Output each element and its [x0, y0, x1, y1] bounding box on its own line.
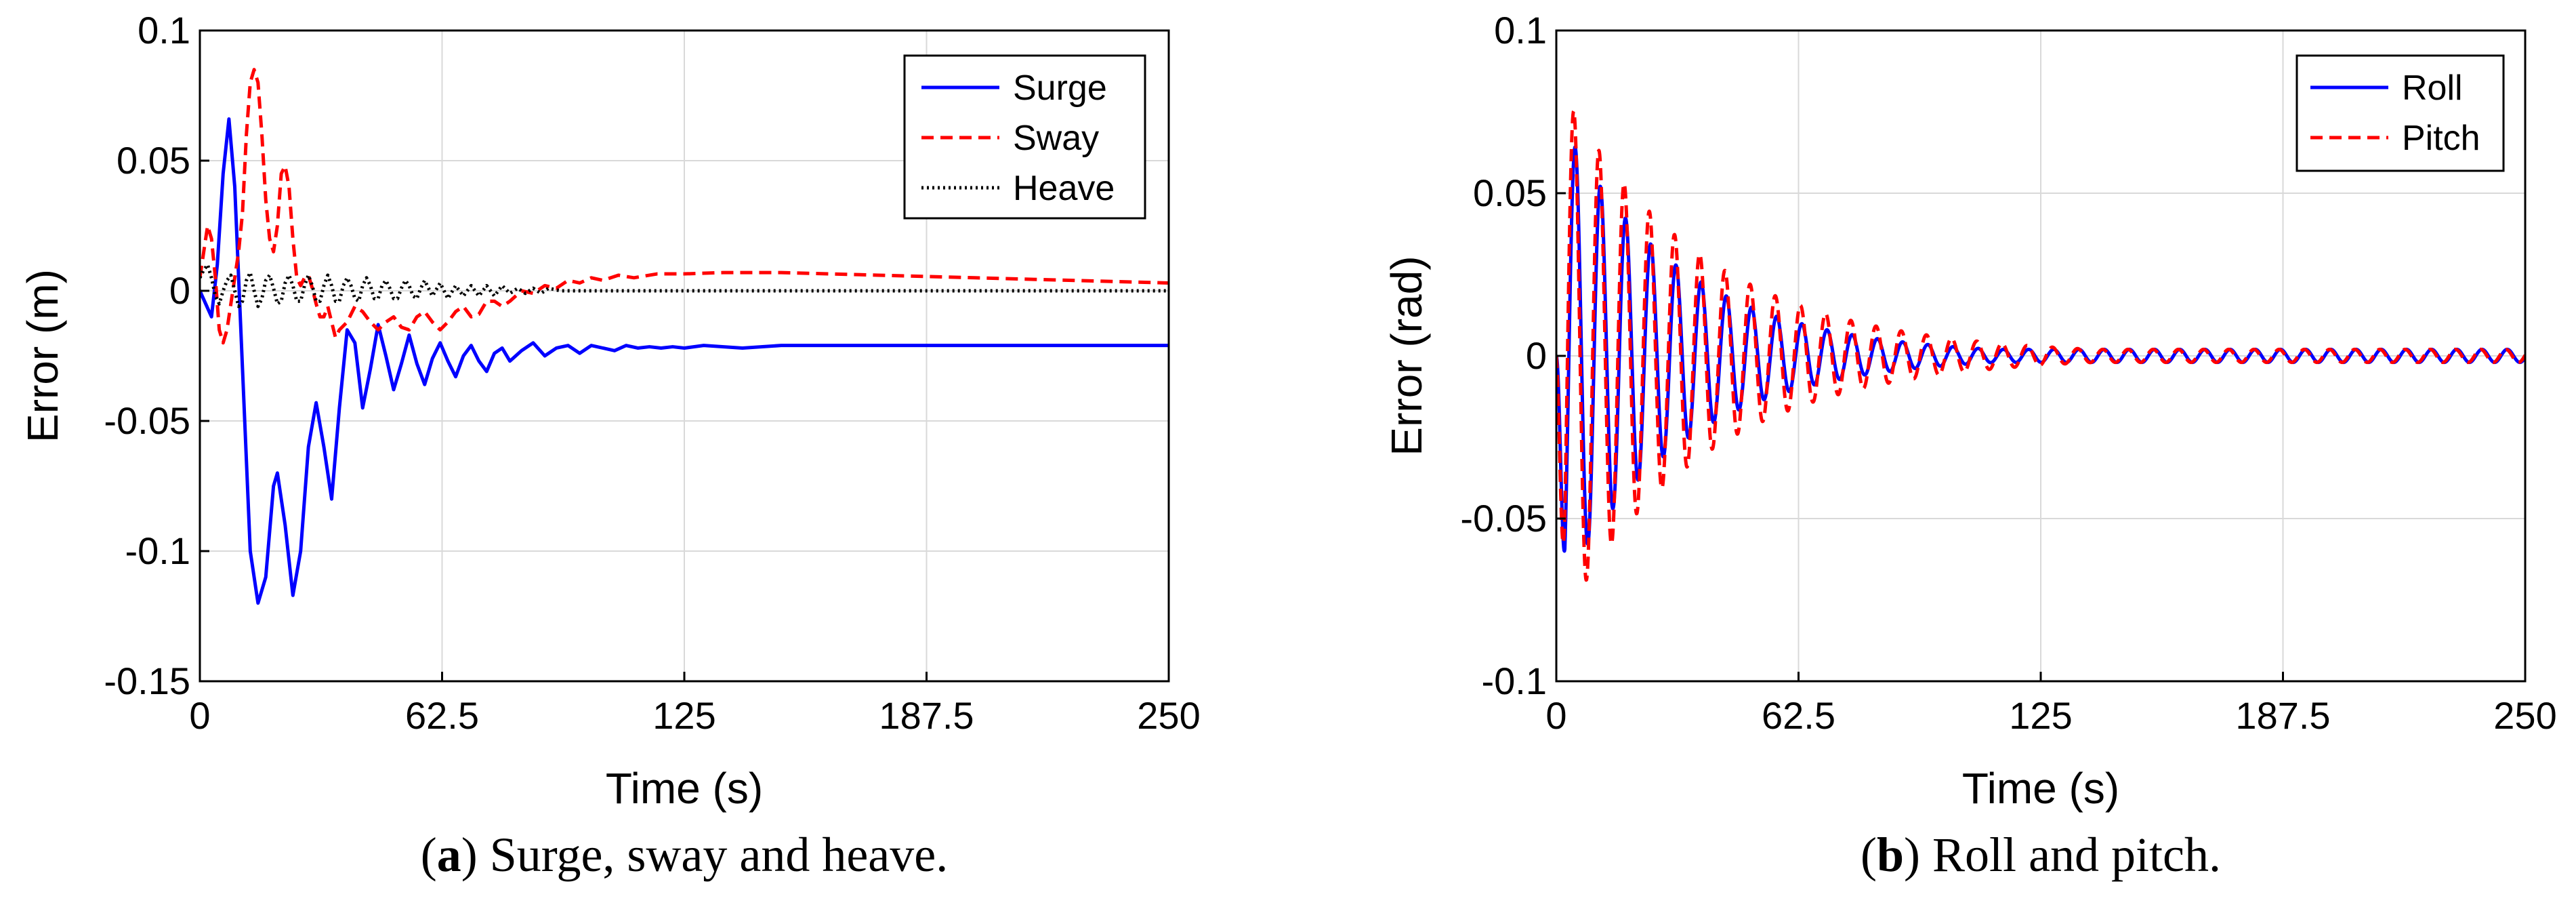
legend-b: Roll Pitch [2295, 54, 2505, 172]
caption-a: (a) Surge, sway and heave. [420, 828, 949, 882]
y-axis-label-a: Error (m) [18, 269, 67, 443]
ticks-a: 0 62.5 125 187.5 250 -0.15 -0.1 -0.05 0 0.05 0.1 [104, 9, 1200, 737]
y-axis-label-b: Error (rad) [1382, 256, 1431, 456]
legend-a: Surge Sway Heave [903, 54, 1146, 220]
y-tick-label-b-1: -0.05 [1460, 497, 1547, 540]
caption-b-label: b [1877, 828, 1905, 882]
y-tick-label-a-1: -0.1 [125, 529, 191, 572]
legend-label-heave: Heave [1013, 169, 1115, 208]
caption-a-label: a [436, 828, 461, 882]
y-tick-label-a-2: -0.05 [104, 399, 190, 442]
y-tick-label-b-0: -0.1 [1482, 660, 1547, 702]
legend-label-sway: Sway [1013, 119, 1099, 158]
y-tick-label-a-4: 0.05 [117, 139, 190, 182]
y-tick-label-b-3: 0.05 [1473, 171, 1547, 214]
y-tick-label-a-0: -0.15 [104, 660, 190, 702]
y-tick-label-a-5: 0.1 [138, 9, 190, 52]
x-axis-label-b: Time (s) [1962, 764, 2119, 813]
caption-b-text: Roll and pitch. [1932, 828, 2221, 882]
legend-label-roll: Roll [2402, 68, 2463, 108]
ticks-b: 0 62.5 125 187.5 250 -0.1 -0.05 0 0.05 0.1 [1460, 9, 2556, 737]
x-tick-label-b-4: 250 [2493, 694, 2556, 737]
legend-box-b [2295, 54, 2505, 172]
y-tick-label-b-2: 0 [1526, 334, 1547, 377]
x-axis-label-a: Time (s) [606, 764, 763, 813]
x-tick-label-b-2: 125 [2009, 694, 2072, 737]
panel-a-chart: 0 62.5 125 187.5 250 -0.15 -0.1 -0.05 0 0.05 0.1 T… [18, 9, 1201, 813]
x-tick-label-a-3: 187.5 [879, 694, 974, 737]
y-tick-label-b-4: 0.1 [1494, 9, 1547, 52]
x-tick-label-a-2: 125 [652, 694, 715, 737]
series-line-heave [200, 263, 1169, 308]
legend-label-pitch: Pitch [2402, 119, 2480, 158]
x-tick-label-b-3: 187.5 [2235, 694, 2330, 737]
x-tick-label-b-0: 0 [1545, 694, 1566, 737]
x-tick-label-a-4: 250 [1137, 694, 1200, 737]
series-group-b [1556, 109, 2525, 582]
series-line-pitch [1556, 109, 2525, 582]
caption-b: (b) Roll and pitch. [1861, 828, 2221, 882]
caption-a-text: Surge, sway and heave. [489, 828, 949, 882]
legend-label-surge: Surge [1013, 68, 1107, 108]
series-group-a [200, 68, 1169, 605]
series-line-surge [200, 117, 1169, 605]
panel-b-chart: 0 62.5 125 187.5 250 -0.1 -0.05 0 0.05 0.1 Time (… [1382, 9, 2557, 813]
x-tick-label-a-1: 62.5 [405, 694, 479, 737]
x-tick-label-a-0: 0 [189, 694, 210, 737]
x-tick-label-b-1: 62.5 [1762, 694, 1835, 737]
y-tick-label-a-3: 0 [169, 269, 190, 312]
